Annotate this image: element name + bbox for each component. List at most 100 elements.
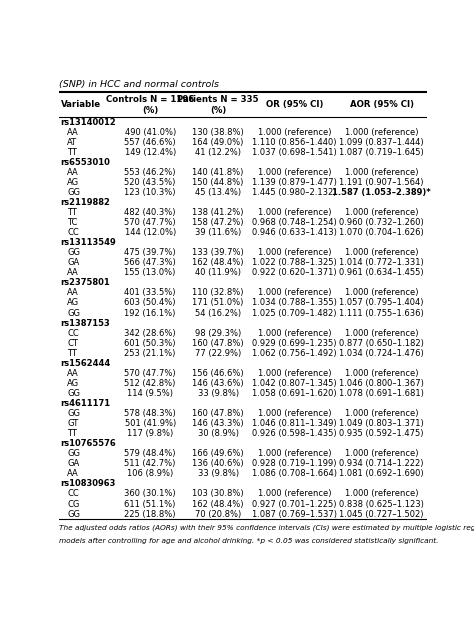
Text: 225 (18.8%): 225 (18.8%) — [124, 510, 176, 519]
Text: GG: GG — [67, 449, 80, 459]
Text: 1.000 (reference): 1.000 (reference) — [257, 208, 331, 217]
Text: 70 (20.8%): 70 (20.8%) — [195, 510, 241, 519]
Text: AA: AA — [67, 268, 79, 277]
Text: 140 (41.8%): 140 (41.8%) — [192, 167, 244, 177]
Text: AG: AG — [67, 379, 80, 388]
Text: 171 (51.0%): 171 (51.0%) — [192, 298, 244, 308]
Text: TT: TT — [67, 429, 77, 438]
Text: TT: TT — [67, 349, 77, 358]
Text: AA: AA — [67, 369, 79, 378]
Text: GG: GG — [67, 389, 80, 398]
Text: (SNP) in HCC and normal controls: (SNP) in HCC and normal controls — [59, 80, 219, 89]
Text: 482 (40.3%): 482 (40.3%) — [124, 208, 176, 217]
Text: 253 (21.1%): 253 (21.1%) — [125, 349, 176, 358]
Text: 136 (40.6%): 136 (40.6%) — [192, 459, 244, 468]
Text: OR (95% CI): OR (95% CI) — [265, 100, 323, 109]
Text: GG: GG — [67, 409, 80, 418]
Text: 1.037 (0.698–1.541): 1.037 (0.698–1.541) — [252, 148, 337, 157]
Text: rs13140012: rs13140012 — [60, 117, 116, 127]
Text: 33 (9.8%): 33 (9.8%) — [198, 389, 239, 398]
Text: 0.929 (0.699–1.235): 0.929 (0.699–1.235) — [252, 339, 337, 348]
Text: 40 (11.9%): 40 (11.9%) — [195, 268, 241, 277]
Text: 130 (38.8%): 130 (38.8%) — [192, 127, 244, 137]
Text: 1.000 (reference): 1.000 (reference) — [257, 449, 331, 459]
Text: 158 (47.2%): 158 (47.2%) — [192, 218, 244, 227]
Text: rs6553010: rs6553010 — [60, 158, 110, 167]
Text: 160 (47.8%): 160 (47.8%) — [192, 339, 244, 348]
Text: GA: GA — [67, 258, 80, 267]
Text: 1.014 (0.772–1.331): 1.014 (0.772–1.331) — [339, 258, 424, 267]
Text: 103 (30.8%): 103 (30.8%) — [192, 489, 244, 499]
Text: rs2119882: rs2119882 — [60, 198, 110, 207]
Text: 1.000 (reference): 1.000 (reference) — [257, 489, 331, 499]
Text: 1.049 (0.803–1.371): 1.049 (0.803–1.371) — [339, 419, 424, 428]
Text: CG: CG — [67, 499, 80, 509]
Text: 149 (12.4%): 149 (12.4%) — [125, 148, 176, 157]
Text: rs2375801: rs2375801 — [60, 278, 110, 287]
Text: rs10765576: rs10765576 — [60, 439, 116, 448]
Text: rs4611171: rs4611171 — [60, 399, 110, 408]
Text: 1.045 (0.727–1.502): 1.045 (0.727–1.502) — [339, 510, 424, 519]
Text: 1.000 (reference): 1.000 (reference) — [345, 449, 419, 459]
Text: AG: AG — [67, 178, 80, 187]
Text: Variable: Variable — [61, 100, 101, 109]
Text: 401 (33.5%): 401 (33.5%) — [124, 289, 176, 297]
Text: 1.587 (1.053–2.389)*: 1.587 (1.053–2.389)* — [332, 188, 431, 197]
Text: 1.111 (0.755–1.636): 1.111 (0.755–1.636) — [339, 308, 424, 318]
Text: 601 (50.3%): 601 (50.3%) — [124, 339, 176, 348]
Text: 146 (43.6%): 146 (43.6%) — [192, 379, 244, 388]
Text: 77 (22.9%): 77 (22.9%) — [195, 349, 241, 358]
Text: 511 (42.7%): 511 (42.7%) — [125, 459, 176, 468]
Text: GG: GG — [67, 248, 80, 257]
Text: 570 (47.7%): 570 (47.7%) — [124, 369, 176, 378]
Text: 39 (11.6%): 39 (11.6%) — [195, 228, 241, 237]
Text: rs10830963: rs10830963 — [60, 480, 116, 488]
Text: 342 (28.6%): 342 (28.6%) — [124, 329, 176, 337]
Text: 1.034 (0.724–1.476): 1.034 (0.724–1.476) — [339, 349, 424, 358]
Text: 1.058 (0.691–1.620): 1.058 (0.691–1.620) — [252, 389, 337, 398]
Text: 611 (51.1%): 611 (51.1%) — [125, 499, 176, 509]
Text: 1.000 (reference): 1.000 (reference) — [257, 127, 331, 137]
Text: 1.110 (0.856–1.440): 1.110 (0.856–1.440) — [252, 138, 337, 146]
Text: 1.000 (reference): 1.000 (reference) — [257, 248, 331, 257]
Text: 0.877 (0.650–1.182): 0.877 (0.650–1.182) — [339, 339, 424, 348]
Text: CC: CC — [67, 329, 79, 337]
Text: 0.935 (0.592–1.475): 0.935 (0.592–1.475) — [339, 429, 424, 438]
Text: TT: TT — [67, 208, 77, 217]
Text: 54 (16.2%): 54 (16.2%) — [195, 308, 241, 318]
Text: GA: GA — [67, 459, 80, 468]
Text: 0.946 (0.633–1.413): 0.946 (0.633–1.413) — [252, 228, 337, 237]
Text: 166 (49.6%): 166 (49.6%) — [192, 449, 244, 459]
Text: 1.070 (0.704–1.626): 1.070 (0.704–1.626) — [339, 228, 424, 237]
Text: 1.000 (reference): 1.000 (reference) — [345, 409, 419, 418]
Text: 192 (16.1%): 192 (16.1%) — [125, 308, 176, 318]
Text: 1.191 (0.907–1.564): 1.191 (0.907–1.564) — [339, 178, 424, 187]
Text: CC: CC — [67, 228, 79, 237]
Text: 0.927 (0.701–1.225): 0.927 (0.701–1.225) — [252, 499, 337, 509]
Text: 164 (49.0%): 164 (49.0%) — [192, 138, 244, 146]
Text: TT: TT — [67, 148, 77, 157]
Text: 1.000 (reference): 1.000 (reference) — [345, 369, 419, 378]
Text: AA: AA — [67, 289, 79, 297]
Text: 570 (47.7%): 570 (47.7%) — [124, 218, 176, 227]
Text: GG: GG — [67, 188, 80, 197]
Text: 1.000 (reference): 1.000 (reference) — [257, 369, 331, 378]
Text: 512 (42.8%): 512 (42.8%) — [125, 379, 176, 388]
Text: 33 (9.8%): 33 (9.8%) — [198, 469, 239, 478]
Text: 155 (13.0%): 155 (13.0%) — [125, 268, 176, 277]
Text: 579 (48.4%): 579 (48.4%) — [124, 449, 176, 459]
Text: 0.960 (0.732–1.260): 0.960 (0.732–1.260) — [339, 218, 424, 227]
Text: 553 (46.2%): 553 (46.2%) — [124, 167, 176, 177]
Text: 1.087 (0.769–1.537): 1.087 (0.769–1.537) — [252, 510, 337, 519]
Text: 1.000 (reference): 1.000 (reference) — [345, 489, 419, 499]
Text: GG: GG — [67, 308, 80, 318]
Text: 1.000 (reference): 1.000 (reference) — [345, 248, 419, 257]
Text: 520 (43.5%): 520 (43.5%) — [125, 178, 176, 187]
Text: 1.000 (reference): 1.000 (reference) — [345, 208, 419, 217]
Text: 123 (10.3%): 123 (10.3%) — [124, 188, 176, 197]
Text: GT: GT — [67, 419, 79, 428]
Text: 475 (39.7%): 475 (39.7%) — [124, 248, 176, 257]
Text: models after controlling for age and alcohol drinking. *p < 0.05 was considered : models after controlling for age and alc… — [59, 538, 439, 544]
Text: AOR (95% CI): AOR (95% CI) — [350, 100, 414, 109]
Text: AA: AA — [67, 469, 79, 478]
